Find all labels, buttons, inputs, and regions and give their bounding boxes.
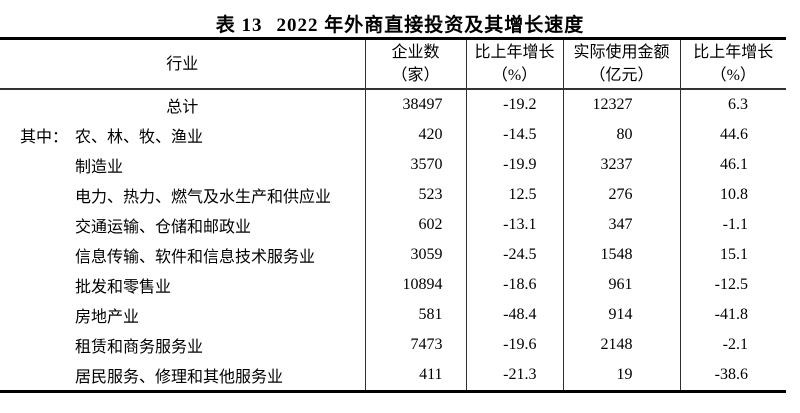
utilized-amount-value: 1548 bbox=[562, 240, 680, 270]
utilized-amount-value: 3237 bbox=[562, 150, 680, 180]
amount-growth-value: -1.1 bbox=[679, 210, 786, 240]
utilized-amount-value: 347 bbox=[562, 210, 680, 240]
row-label: 租赁和商务服务业 bbox=[75, 339, 204, 356]
col-header-enterprises: 企业数 （家） bbox=[364, 38, 466, 90]
enterprise-growth-value: -19.2 bbox=[465, 89, 563, 120]
col-header-utilized-amount: 实际使用金额 （亿元） bbox=[562, 38, 680, 90]
industry-cell: 批发和零售业 bbox=[0, 270, 365, 300]
row-prefix: 其中： bbox=[20, 129, 69, 146]
amount-growth-value: 46.1 bbox=[679, 150, 786, 180]
row-label: 交通运输、仓储和邮政业 bbox=[75, 219, 252, 236]
enterprises-value: 3059 bbox=[364, 240, 466, 270]
table-row-total: 总计 38497 -19.2 12327 6.3 bbox=[0, 89, 786, 120]
row-label: 总计 bbox=[166, 99, 199, 116]
enterprises-value: 3570 bbox=[364, 150, 466, 180]
enterprises-value: 523 bbox=[364, 180, 466, 210]
row-label: 电力、热力、燃气及水生产和供应业 bbox=[75, 189, 332, 206]
amount-growth-value: 15.1 bbox=[679, 240, 786, 270]
table-caption: 2022 年外商直接投资及其增长速度 bbox=[276, 15, 585, 36]
enterprise-growth-value: -24.5 bbox=[465, 240, 563, 270]
table-row: 制造业 3570 -19.9 3237 46.1 bbox=[0, 150, 786, 180]
header-line1: 比上年增长 bbox=[693, 44, 774, 61]
enterprise-growth-value: -13.1 bbox=[465, 210, 563, 240]
col-header-amount-growth: 比上年增长 （%） bbox=[679, 38, 786, 90]
table-row: 其中： 农、林、牧、渔业 420 -14.5 80 44.6 bbox=[0, 120, 786, 150]
industry-cell: 其中： 农、林、牧、渔业 bbox=[0, 120, 365, 150]
header-line1: 企业数 bbox=[391, 44, 440, 61]
enterprise-growth-value: -18.6 bbox=[465, 270, 563, 300]
header-line2: （家） bbox=[391, 67, 440, 84]
industry-cell: 信息传输、软件和信息技术服务业 bbox=[0, 240, 365, 270]
enterprises-value: 420 bbox=[364, 120, 466, 150]
table-row: 居民服务、修理和其他服务业 411 -21.3 19 -38.6 bbox=[0, 360, 786, 393]
industry-cell: 交通运输、仓储和邮政业 bbox=[0, 210, 365, 240]
header-row: 行业 企业数 （家） 比上年增长 （%） 实际使用金额 （亿元） 比上年增长 （… bbox=[0, 38, 786, 90]
enterprise-growth-value: -48.4 bbox=[465, 300, 563, 330]
table-number: 表 13 bbox=[215, 15, 263, 36]
table-title: 表 13 2022 年外商直接投资及其增长速度 bbox=[0, 0, 800, 37]
enterprises-value: 38497 bbox=[364, 89, 466, 120]
amount-growth-value: 10.8 bbox=[679, 180, 786, 210]
utilized-amount-value: 12327 bbox=[562, 89, 680, 120]
row-label: 房地产业 bbox=[75, 309, 140, 326]
enterprises-value: 7473 bbox=[364, 330, 466, 360]
utilized-amount-value: 961 bbox=[562, 270, 680, 300]
col-header-enterprise-growth: 比上年增长 （%） bbox=[465, 38, 563, 90]
col-header-industry: 行业 bbox=[0, 38, 365, 90]
header-line2: （亿元） bbox=[589, 67, 654, 84]
table-row: 电力、热力、燃气及水生产和供应业 523 12.5 276 10.8 bbox=[0, 180, 786, 210]
amount-growth-value: 6.3 bbox=[679, 89, 786, 120]
amount-growth-value: -41.8 bbox=[679, 300, 786, 330]
utilized-amount-value: 2148 bbox=[562, 330, 680, 360]
utilized-amount-value: 914 bbox=[562, 300, 680, 330]
industry-cell: 居民服务、修理和其他服务业 bbox=[0, 360, 365, 393]
amount-growth-value: -12.5 bbox=[679, 270, 786, 300]
enterprises-value: 411 bbox=[364, 360, 466, 393]
enterprise-growth-value: -19.9 bbox=[465, 150, 563, 180]
header-line1: 比上年增长 bbox=[474, 44, 555, 61]
enterprises-value: 602 bbox=[364, 210, 466, 240]
enterprises-value: 10894 bbox=[364, 270, 466, 300]
enterprise-growth-value: -21.3 bbox=[465, 360, 563, 393]
table-row: 房地产业 581 -48.4 914 -41.8 bbox=[0, 300, 786, 330]
industry-cell: 制造业 bbox=[0, 150, 365, 180]
table-row: 信息传输、软件和信息技术服务业 3059 -24.5 1548 15.1 bbox=[0, 240, 786, 270]
table-row: 租赁和商务服务业 7473 -19.6 2148 -2.1 bbox=[0, 330, 786, 360]
row-label: 批发和零售业 bbox=[75, 279, 172, 296]
table-row: 交通运输、仓储和邮政业 602 -13.1 347 -1.1 bbox=[0, 210, 786, 240]
enterprise-growth-value: 12.5 bbox=[465, 180, 563, 210]
enterprise-growth-value: -14.5 bbox=[465, 120, 563, 150]
industry-cell: 租赁和商务服务业 bbox=[0, 330, 365, 360]
utilized-amount-value: 19 bbox=[562, 360, 680, 393]
header-line2: （%） bbox=[491, 67, 538, 84]
row-label: 农、林、牧、渔业 bbox=[75, 129, 204, 146]
amount-growth-value: -2.1 bbox=[679, 330, 786, 360]
enterprise-growth-value: -19.6 bbox=[465, 330, 563, 360]
table-row: 批发和零售业 10894 -18.6 961 -12.5 bbox=[0, 270, 786, 300]
row-label: 制造业 bbox=[75, 159, 124, 176]
utilized-amount-value: 80 bbox=[562, 120, 680, 150]
fdi-table: 行业 企业数 （家） 比上年增长 （%） 实际使用金额 （亿元） 比上年增长 （… bbox=[0, 37, 786, 393]
industry-cell: 电力、热力、燃气及水生产和供应业 bbox=[0, 180, 365, 210]
enterprises-value: 581 bbox=[364, 300, 466, 330]
amount-growth-value: 44.6 bbox=[679, 120, 786, 150]
header-line2: （%） bbox=[710, 67, 756, 84]
header-line1: 实际使用金额 bbox=[573, 44, 670, 61]
row-label: 信息传输、软件和信息技术服务业 bbox=[75, 249, 316, 266]
amount-growth-value: -38.6 bbox=[679, 360, 786, 393]
row-label: 居民服务、修理和其他服务业 bbox=[75, 369, 284, 386]
industry-cell: 房地产业 bbox=[0, 300, 365, 330]
utilized-amount-value: 276 bbox=[562, 180, 680, 210]
